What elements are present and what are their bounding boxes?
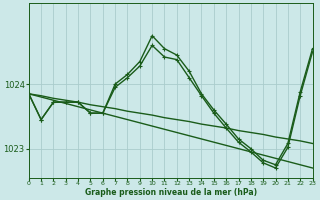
X-axis label: Graphe pression niveau de la mer (hPa): Graphe pression niveau de la mer (hPa) [84, 188, 257, 197]
